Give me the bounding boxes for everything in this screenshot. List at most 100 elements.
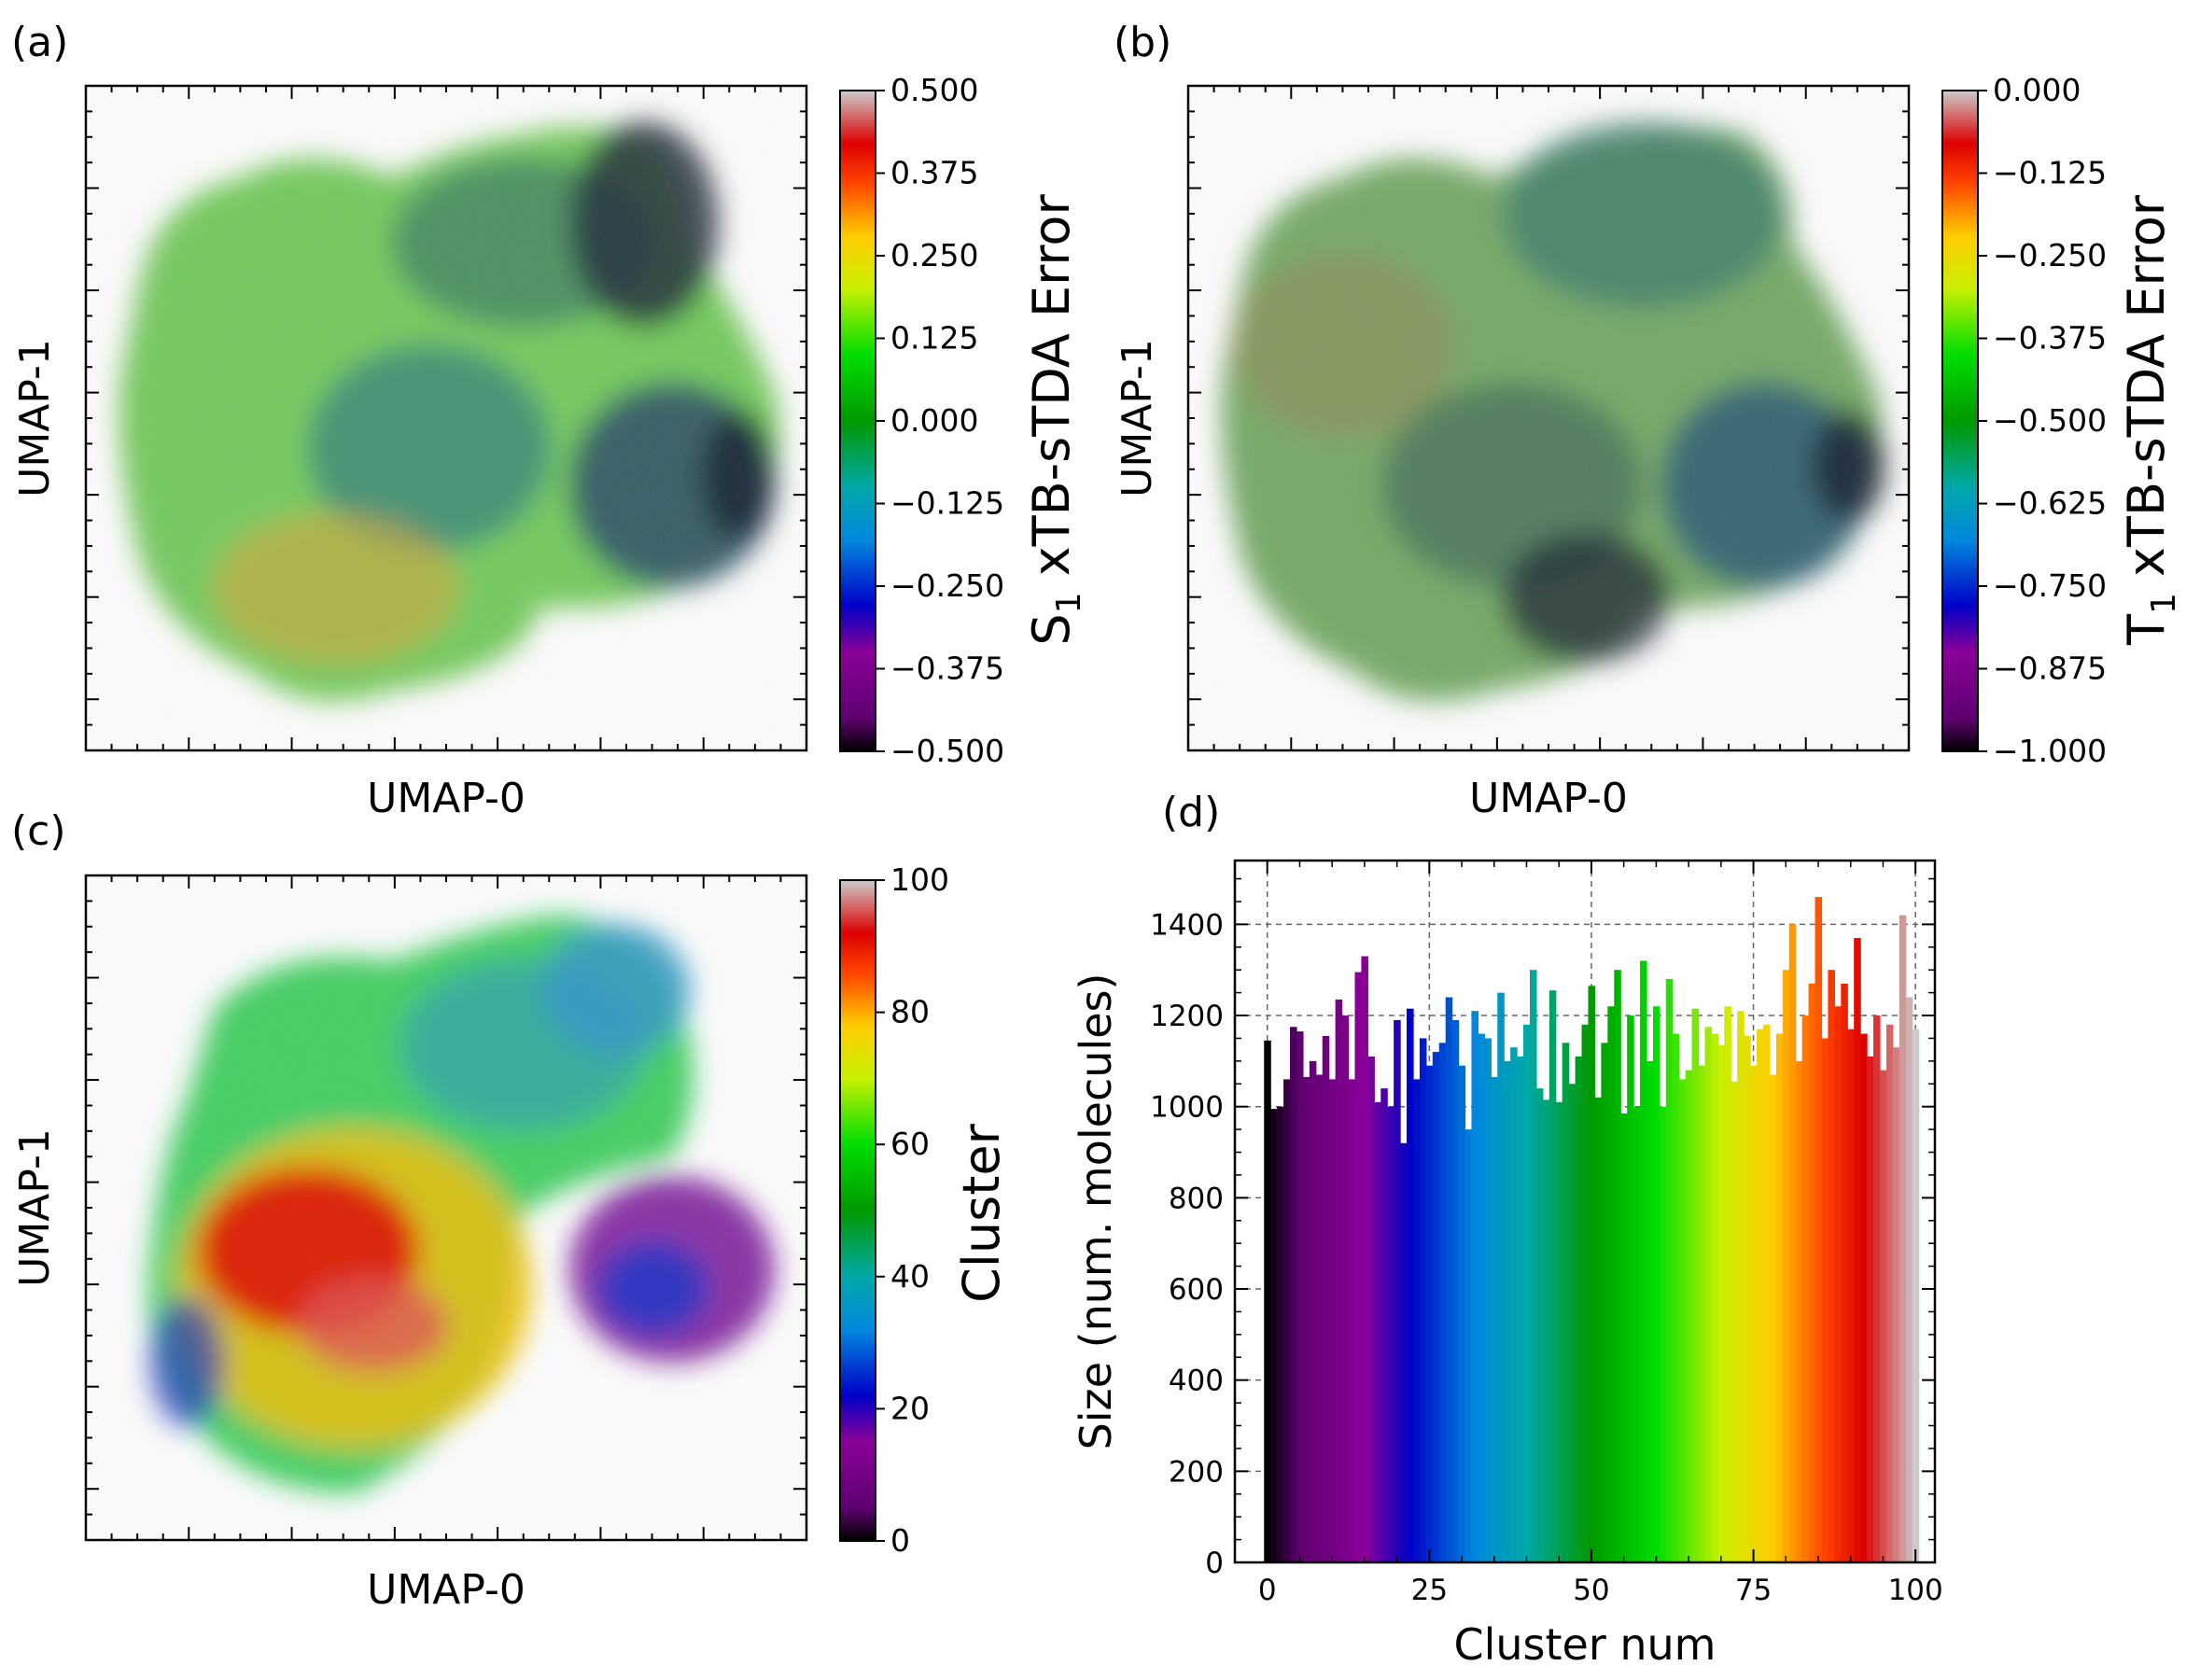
- bar: [1412, 1079, 1421, 1562]
- bar: [1290, 1027, 1297, 1562]
- bar: [1750, 1065, 1758, 1562]
- bar: [1879, 1070, 1887, 1562]
- y-tick-label: 400: [1169, 1365, 1224, 1398]
- panel-a-colorbar-label: S1 xTB-sTDA Error: [1022, 194, 1088, 646]
- panel-d-ylabel: Size (num. molecules): [1071, 973, 1121, 1450]
- panel-d-label: (d): [1162, 789, 1220, 836]
- colorbar-tick-label: −0.375: [1993, 320, 2107, 357]
- panel-a: (a) UMAP-0 UMAP-1 0.5000.3750.2500.1250.…: [11, 19, 1088, 822]
- colorbar-tick-label: −1.000: [1993, 733, 2107, 769]
- bar: [1548, 990, 1557, 1562]
- bar: [1847, 1029, 1855, 1562]
- bar: [1322, 1036, 1330, 1562]
- bar: [1270, 1109, 1278, 1562]
- bar: [1309, 1060, 1317, 1562]
- bar: [1775, 1033, 1784, 1562]
- bar: [1277, 1106, 1284, 1562]
- bar: [1407, 1008, 1414, 1562]
- x-tick-label: 25: [1411, 1574, 1448, 1607]
- bar: [1640, 960, 1647, 1562]
- bar: [1782, 970, 1790, 1562]
- bar: [1665, 978, 1674, 1562]
- colorbar-tick-label: −0.750: [1993, 567, 2107, 604]
- bar: [1828, 970, 1835, 1562]
- bar: [1425, 1065, 1434, 1562]
- bar: [1335, 999, 1343, 1562]
- colorbar-tick-label: 0.000: [890, 402, 978, 439]
- bar: [1834, 1006, 1842, 1562]
- panel-d-frame: [1233, 859, 1937, 1564]
- bar: [1264, 1040, 1271, 1562]
- bar: [1885, 1024, 1894, 1562]
- bar: [1464, 1129, 1473, 1562]
- panel-b-colorbar: [1941, 90, 1979, 752]
- y-tick-label: 1400: [1150, 908, 1224, 942]
- panel-c-xlabel: UMAP-0: [367, 1566, 525, 1614]
- bar: [1504, 1060, 1511, 1562]
- bar: [1497, 992, 1505, 1562]
- bar: [1821, 1038, 1829, 1562]
- y-tick-label: 800: [1169, 1182, 1224, 1215]
- y-tick-label: 200: [1169, 1455, 1224, 1489]
- colorbar-tick-label: 100: [890, 861, 949, 898]
- bar: [1744, 1036, 1751, 1562]
- bar: [1445, 997, 1453, 1562]
- bar: [1841, 983, 1848, 1562]
- bar: [1899, 915, 1907, 1562]
- bar: [1801, 1015, 1810, 1562]
- colorbar-tick-label: −0.500: [1993, 402, 2107, 439]
- panel-c-colorbar-label: Cluster: [952, 1123, 1011, 1302]
- colorbar-tick-label: 80: [890, 994, 930, 1030]
- bar: [1711, 1033, 1718, 1562]
- bar: [1717, 1044, 1725, 1562]
- x-tick-label: 0: [1258, 1574, 1277, 1607]
- bar: [1315, 1074, 1324, 1562]
- colorbar-tick-label: −0.875: [1993, 651, 2107, 687]
- bar: [1581, 1024, 1590, 1562]
- bar: [1588, 986, 1596, 1562]
- panel-a-ylabel: UMAP-1: [11, 339, 59, 497]
- bar: [1562, 1043, 1570, 1562]
- bar: [1529, 970, 1537, 1562]
- panel-b-scatter: [1188, 86, 1909, 750]
- bar: [1510, 1047, 1518, 1562]
- bar: [1458, 1065, 1466, 1562]
- y-tick-label: 600: [1169, 1273, 1224, 1307]
- bar: [1892, 1047, 1900, 1562]
- x-tick-label: 50: [1573, 1574, 1609, 1607]
- bar: [1575, 1056, 1583, 1562]
- bar: [1912, 1029, 1920, 1562]
- bar: [1361, 956, 1368, 1562]
- y-tick-label: 1000: [1150, 1091, 1224, 1125]
- bar: [1394, 1019, 1401, 1562]
- bar: [1905, 997, 1913, 1562]
- colorbar-tick-label: 0.375: [890, 155, 978, 191]
- panel-a-xlabel: UMAP-0: [367, 775, 525, 822]
- bar: [1451, 1019, 1460, 1562]
- panel-c-colorbar-ticks: 100 80 60 40 20 0: [876, 861, 949, 1559]
- bar: [1601, 1043, 1608, 1562]
- bar: [1387, 1106, 1394, 1562]
- bar: [1646, 1060, 1654, 1562]
- panel-c-ticks: [86, 875, 806, 1540]
- colorbar-tick-label: −0.375: [890, 651, 1004, 687]
- y-tick-label: 1200: [1150, 1000, 1224, 1033]
- bar: [1491, 1076, 1498, 1562]
- bar: [1607, 1006, 1615, 1562]
- bar: [1438, 1043, 1447, 1562]
- panel-d-xlabel: Cluster num: [1453, 1619, 1716, 1670]
- x-tick-label: 100: [1888, 1574, 1943, 1607]
- bar: [1704, 1027, 1713, 1562]
- bar: [1478, 1033, 1485, 1562]
- panel-c-scatter: [86, 875, 806, 1540]
- bar: [1757, 1029, 1764, 1562]
- bar: [1348, 1079, 1356, 1562]
- colorbar-tick-label: 40: [890, 1258, 930, 1295]
- panel-b-xlabel: UMAP-0: [1469, 775, 1628, 822]
- bar: [1769, 1074, 1777, 1562]
- colorbar-tick-label: −0.250: [890, 567, 1004, 604]
- colorbar-tick-label: 0.125: [890, 320, 978, 357]
- panel-a-colorbar-ticks: 0.500 0.375 0.250 0.125 0.000 −0.125 −0.250 −0.…: [876, 72, 1004, 769]
